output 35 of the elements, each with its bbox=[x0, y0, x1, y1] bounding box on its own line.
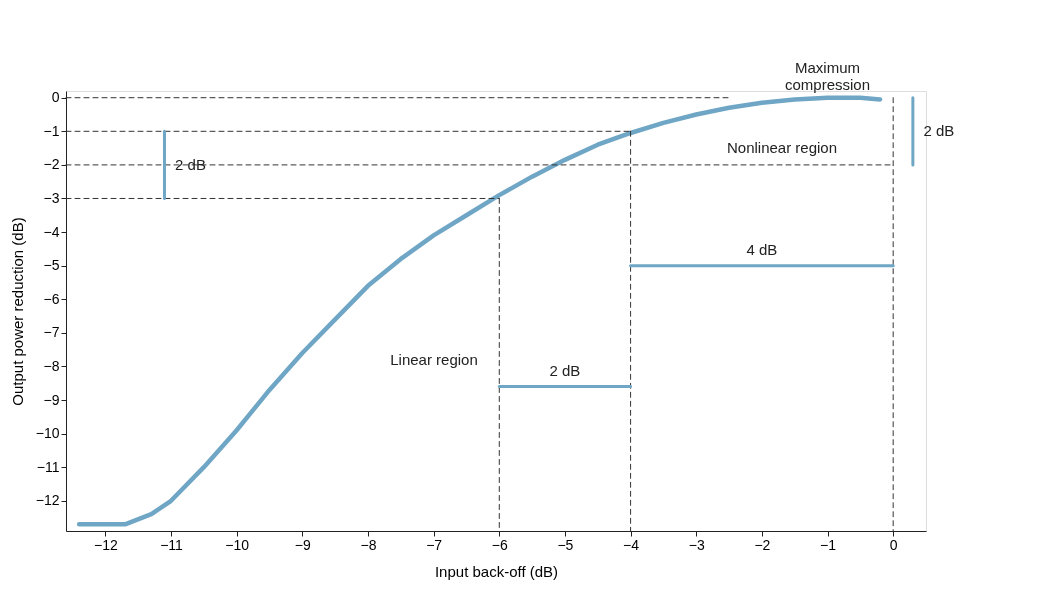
y-tick-label: −3 bbox=[43, 189, 60, 206]
y-tick-label: −10 bbox=[35, 425, 60, 442]
x-tick-label: 0 bbox=[889, 536, 898, 553]
y-tick-label: −5 bbox=[43, 257, 60, 274]
x-tick-label: −8 bbox=[360, 536, 377, 553]
y-axis-title: Output power reduction (dB) bbox=[8, 217, 26, 406]
x-tick-label: −11 bbox=[160, 536, 184, 553]
annotation: 2 dB bbox=[549, 361, 581, 379]
x-tick-label: −4 bbox=[623, 536, 640, 553]
y-tick-label: −12 bbox=[35, 492, 60, 509]
x-tick-label: −1 bbox=[820, 536, 837, 553]
annotation: 2 dB bbox=[175, 155, 206, 173]
x-tick-label: −6 bbox=[491, 536, 508, 553]
y-tick-label: −2 bbox=[43, 156, 60, 173]
annotation: Maximum compression bbox=[785, 58, 871, 93]
y-tick-label: −11 bbox=[36, 458, 60, 475]
y-tick-label: −7 bbox=[43, 324, 60, 341]
y-tick-label: 0 bbox=[51, 89, 60, 106]
y-tick-label: −8 bbox=[43, 357, 60, 374]
x-tick-label: −2 bbox=[754, 536, 771, 553]
y-tick-label: −6 bbox=[43, 290, 60, 307]
x-tick-label: −12 bbox=[94, 536, 118, 553]
annotation: 4 dB bbox=[746, 240, 778, 258]
annotation: Nonlinear region bbox=[726, 139, 838, 156]
x-tick-label: −7 bbox=[426, 536, 443, 553]
x-tick-label: −3 bbox=[688, 536, 705, 553]
x-tick-label: −9 bbox=[294, 536, 312, 553]
x-axis-title: Input back-off (dB) bbox=[434, 562, 559, 580]
y-tick-label: −1 bbox=[43, 122, 60, 139]
annotation: 2 dB bbox=[923, 122, 955, 140]
x-tick-label: −5 bbox=[557, 536, 574, 553]
x-tick-label: −10 bbox=[225, 536, 250, 553]
annotation: Linear region bbox=[390, 351, 478, 368]
y-tick-label: −4 bbox=[43, 223, 60, 240]
y-tick-label: −9 bbox=[43, 391, 60, 408]
